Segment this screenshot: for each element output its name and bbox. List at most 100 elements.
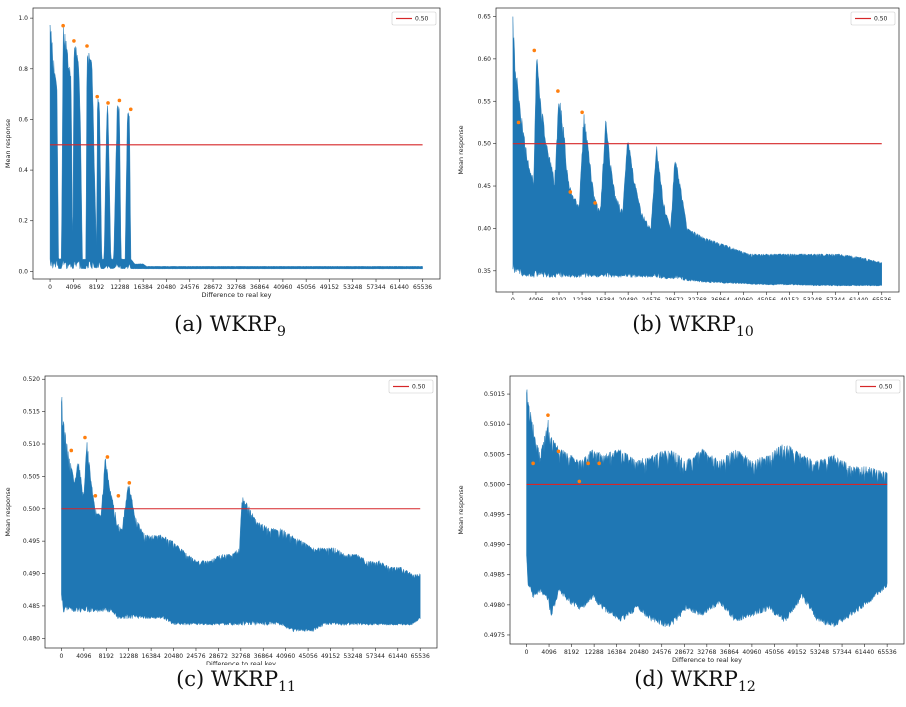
x-tick-label: 0 (48, 284, 52, 291)
x-tick-label: 28672 (209, 653, 228, 660)
x-tick-label: 45056 (757, 297, 776, 300)
y-tick-label: 0.6 (18, 116, 28, 123)
x-tick-label: 36864 (254, 653, 273, 660)
x-tick-label: 65536 (872, 297, 891, 300)
x-tick-label: 24576 (642, 297, 661, 300)
peak-marker (95, 94, 100, 99)
y-tick-label: 0.5005 (484, 451, 505, 458)
peak-marker (580, 110, 584, 115)
chart-panel-d: 0 4096 8192 12288 16384 20480 24576 28672 32768 3… (453, 365, 906, 707)
x-tick-label: 53248 (343, 284, 362, 291)
y-tick-label: 0.4980 (484, 602, 505, 609)
x-tick-label: 40960 (273, 284, 292, 291)
y-tick-label: 0.2 (18, 218, 28, 225)
plot-area (526, 389, 888, 628)
x-tick-label: 4096 (541, 649, 556, 656)
x-tick-label: 4096 (66, 284, 81, 291)
x-tick-label: 36864 (720, 649, 739, 656)
x-tick-label: 32768 (227, 284, 246, 291)
x-tick-label: 40960 (734, 297, 753, 300)
x-tick-label: 28672 (203, 284, 222, 291)
y-tick-label: 0.520 (23, 376, 40, 383)
x-tick-label: 45056 (297, 284, 316, 291)
x-tick-label: 32768 (688, 297, 707, 300)
x-tick-label: 57344 (833, 649, 852, 656)
legend-box (391, 11, 437, 26)
peak-marker (105, 455, 110, 459)
x-tick-label: 28672 (665, 297, 684, 300)
peak-marker (556, 89, 560, 93)
caption-c-sub: 11 (278, 679, 296, 696)
legend-box (850, 11, 896, 26)
caption-b: (b) WKRP10 (543, 312, 843, 340)
x-tick-label: 0 (511, 297, 515, 300)
y-tick-label: 0.0 (18, 268, 28, 275)
y-tick-label: 0.55 (478, 98, 492, 105)
x-tick-label: 12288 (585, 649, 604, 656)
chart-b: 0 4096 8192 12288 16384 20480 24576 28672 32768 3… (457, 7, 900, 300)
legend-label: 0.50 (879, 384, 893, 391)
x-tick-label: 20480 (164, 653, 183, 660)
x-tick-label: 20480 (619, 297, 638, 300)
x-tick-label: 12288 (119, 653, 138, 660)
peak-marker (546, 413, 550, 417)
series-envelope (49, 25, 423, 270)
legend: 0.50 (391, 11, 437, 26)
chart-panel-b: 0 4096 8192 12288 16384 20480 24576 28672 32768 3… (453, 0, 906, 353)
x-tick-label: 8192 (89, 284, 104, 291)
y-tick-label: 0.5000 (484, 481, 505, 488)
y-tick-label: 0.65 (478, 13, 492, 20)
caption-c-text: (c) WKRP (176, 667, 279, 691)
y-tick-label: 0.60 (478, 56, 492, 63)
y-tick-label: 0.4985 (484, 572, 505, 579)
x-tick-label: 49152 (321, 653, 340, 660)
x-tick-label: 20480 (630, 649, 649, 656)
y-tick-label: 0.510 (23, 441, 40, 448)
x-tick-label: 49152 (320, 284, 339, 291)
x-tick-label: 8192 (564, 649, 579, 656)
x-tick-label: 16384 (607, 649, 626, 656)
y-axis-label: Mean response (4, 119, 12, 168)
x-tick-label: 65536 (413, 284, 432, 291)
series-envelope (512, 16, 882, 287)
x-tick-label: 49152 (787, 649, 806, 656)
peak-marker (117, 98, 122, 103)
peak-marker (593, 201, 597, 205)
peak-marker (93, 494, 98, 498)
y-tick-label: 0.40 (478, 225, 492, 232)
x-tick-label: 8192 (551, 297, 566, 300)
y-tick-label: 0.50 (478, 141, 492, 148)
x-tick-label: 0 (525, 649, 529, 656)
x-tick-label: 57344 (366, 284, 385, 291)
peak-marker (531, 461, 535, 466)
peak-marker (516, 120, 521, 125)
y-tick-label: 0.500 (23, 506, 40, 513)
caption-d-sub: 12 (737, 679, 756, 696)
peak-marker (597, 461, 601, 466)
x-tick-label: 36864 (711, 297, 730, 300)
x-tick-label: 40960 (276, 653, 295, 660)
x-tick-label: 12288 (110, 284, 129, 291)
caption-a-sub: 9 (276, 324, 286, 341)
peak-marker (577, 479, 582, 484)
peak-marker (586, 461, 590, 466)
x-tick-label: 49152 (780, 297, 799, 300)
caption-b-sub: 10 (735, 324, 754, 341)
x-tick-label: 36864 (250, 284, 269, 291)
peak-marker (127, 481, 132, 485)
x-tick-label: 0 (60, 653, 64, 660)
x-tick-label: 16384 (134, 284, 153, 291)
y-tick-label: 0.485 (23, 603, 40, 610)
peak-marker (61, 23, 65, 28)
x-tick-label: 57344 (366, 653, 385, 660)
y-axis-label: Mean response (457, 485, 465, 534)
x-tick-label: 40960 (742, 649, 761, 656)
peak-marker (556, 449, 561, 454)
caption-c: (c) WKRP11 (86, 667, 386, 695)
legend: 0.50 (855, 379, 901, 394)
caption-d: (d) WKRP12 (545, 667, 845, 695)
chart-a: 0 4096 8192 12288 16384 20480 24576 28672 32768 3… (4, 7, 441, 299)
x-tick-label: 45056 (765, 649, 784, 656)
x-tick-label: 24576 (652, 649, 671, 656)
x-axis-label: Difference to real key (202, 291, 272, 299)
